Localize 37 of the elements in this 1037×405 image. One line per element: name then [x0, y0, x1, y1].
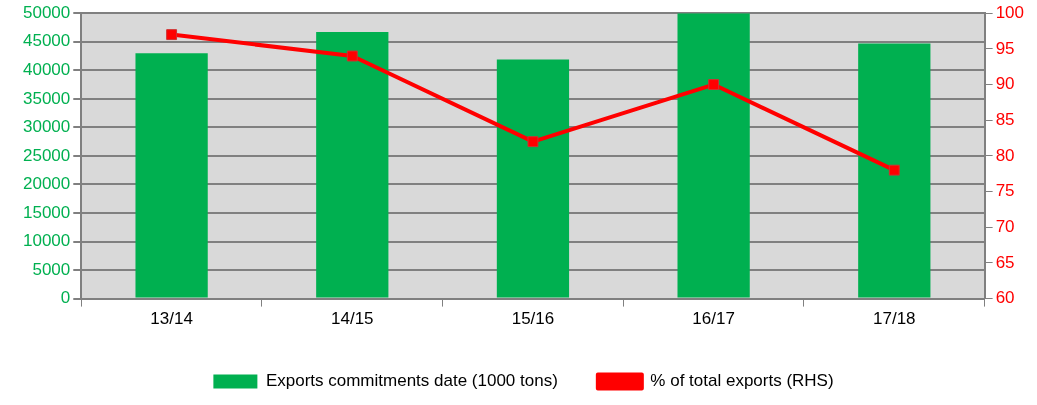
- bar: [316, 32, 389, 298]
- y2-tick-label: 60: [995, 288, 1015, 308]
- y2-tick-label: 75: [995, 181, 1015, 201]
- y2-tick-label: 65: [995, 252, 1015, 272]
- y2-tick-label: 85: [995, 109, 1015, 129]
- y-tick-label: 35000: [22, 88, 71, 108]
- y2-tick-label: 100: [995, 2, 1025, 22]
- bar: [677, 13, 750, 298]
- x-tick-label: 14/15: [331, 309, 374, 329]
- y-tick-label: 0: [60, 288, 71, 308]
- bar: [858, 43, 931, 298]
- y-tick-label: 40000: [22, 59, 71, 79]
- legend-label: % of total exports (RHS): [650, 371, 834, 391]
- y2-tick-label: 70: [995, 216, 1015, 236]
- y-tick-label: 45000: [22, 31, 71, 51]
- legend-label: Exports commitments date (1000 tons): [265, 371, 558, 391]
- point: [708, 79, 720, 90]
- point: [166, 29, 178, 41]
- point: [346, 50, 358, 62]
- x-tick-label: 13/14: [150, 309, 193, 329]
- x-tick-label: 16/17: [692, 309, 735, 329]
- y2-tick-label: 90: [995, 74, 1015, 94]
- y-tick-label: 10000: [22, 231, 71, 251]
- y-tick-label: 30000: [22, 117, 71, 137]
- bar: [496, 59, 570, 298]
- y-tick-label: 5000: [32, 259, 71, 279]
- y-tick-label: 50000: [22, 2, 71, 22]
- y-tick-label: 25000: [22, 145, 71, 165]
- y2-tick-label: 95: [995, 38, 1015, 58]
- y2-tick-label: 80: [995, 145, 1015, 165]
- y-tick-label: 20000: [22, 174, 71, 194]
- point: [888, 164, 900, 176]
- x-tick-label: 17/18: [873, 309, 916, 329]
- x-tick-label: 15/16: [511, 309, 555, 329]
- y-tick-label: 15000: [22, 202, 71, 222]
- bar: [135, 53, 208, 298]
- point: [527, 136, 539, 148]
